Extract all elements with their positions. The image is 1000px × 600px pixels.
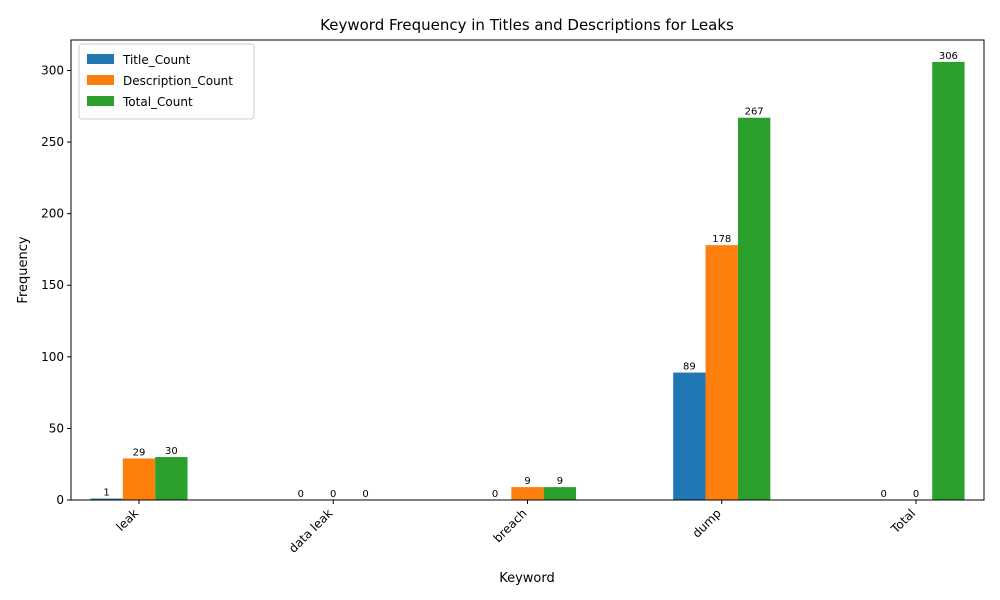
bar-Total_Count-leak — [155, 457, 188, 500]
x-tick-label: breach — [491, 506, 530, 545]
bar-Title_Count-dump — [673, 372, 706, 500]
data-label: 30 — [165, 446, 178, 457]
bar-Total_Count-breach — [543, 487, 577, 500]
y-tick-label: 0 — [56, 493, 64, 507]
bar-Total_Count-Total — [932, 61, 965, 501]
data-label: 9 — [524, 476, 530, 487]
legend-entry: Title_Count — [122, 53, 191, 67]
bar-Description_Count-leak — [122, 458, 156, 500]
bar-Total_Count-dump — [737, 117, 771, 501]
legend-swatch — [87, 54, 114, 64]
y-axis-label: Frequency — [16, 236, 31, 303]
bars-layer — [90, 61, 965, 501]
data-label: 178 — [712, 234, 731, 245]
legend: Title_Count Description_Count Total_Count — [78, 43, 255, 120]
y-tick-label: 200 — [41, 207, 64, 221]
bar-Title_Count-leak — [90, 498, 123, 500]
legend-swatch — [87, 96, 114, 106]
y-tick-label: 100 — [41, 350, 64, 364]
legend-entry: Description_Count — [123, 74, 233, 88]
data-label: 267 — [745, 107, 764, 118]
y-tick-label: 300 — [41, 63, 64, 77]
data-label: 0 — [880, 489, 886, 500]
x-tick-label: leak — [114, 506, 142, 534]
data-label: 0 — [298, 489, 304, 500]
data-label: 29 — [133, 447, 146, 458]
legend-entry: Total_Count — [122, 95, 193, 109]
data-label: 0 — [492, 489, 498, 500]
bar-Description_Count-dump — [705, 245, 738, 500]
y-tick-label: 250 — [41, 135, 64, 149]
x-tick-label: Total — [888, 506, 918, 536]
x-tick-label: dump — [690, 506, 724, 540]
data-label: 1 — [103, 488, 109, 499]
data-label: 89 — [683, 362, 696, 373]
data-label: 0 — [913, 489, 919, 500]
data-label: 9 — [557, 476, 563, 487]
data-labels-layer: 1 0 0 89 0 29 0 9 178 0 30 0 9 267 306 — [103, 51, 958, 500]
x-tick-label: data leak — [286, 506, 335, 555]
y-tick-label: 150 — [41, 278, 64, 292]
data-label: 306 — [939, 51, 958, 62]
y-tick-label: 50 — [49, 421, 64, 435]
x-axis-label: Keyword — [499, 571, 555, 586]
legend-box — [78, 43, 255, 120]
bar-Description_Count-breach — [511, 487, 544, 500]
chart-title: Keyword Frequency in Titles and Descript… — [320, 16, 734, 34]
legend-swatch — [87, 75, 114, 85]
data-label: 0 — [362, 489, 368, 500]
data-label: 0 — [330, 489, 336, 500]
